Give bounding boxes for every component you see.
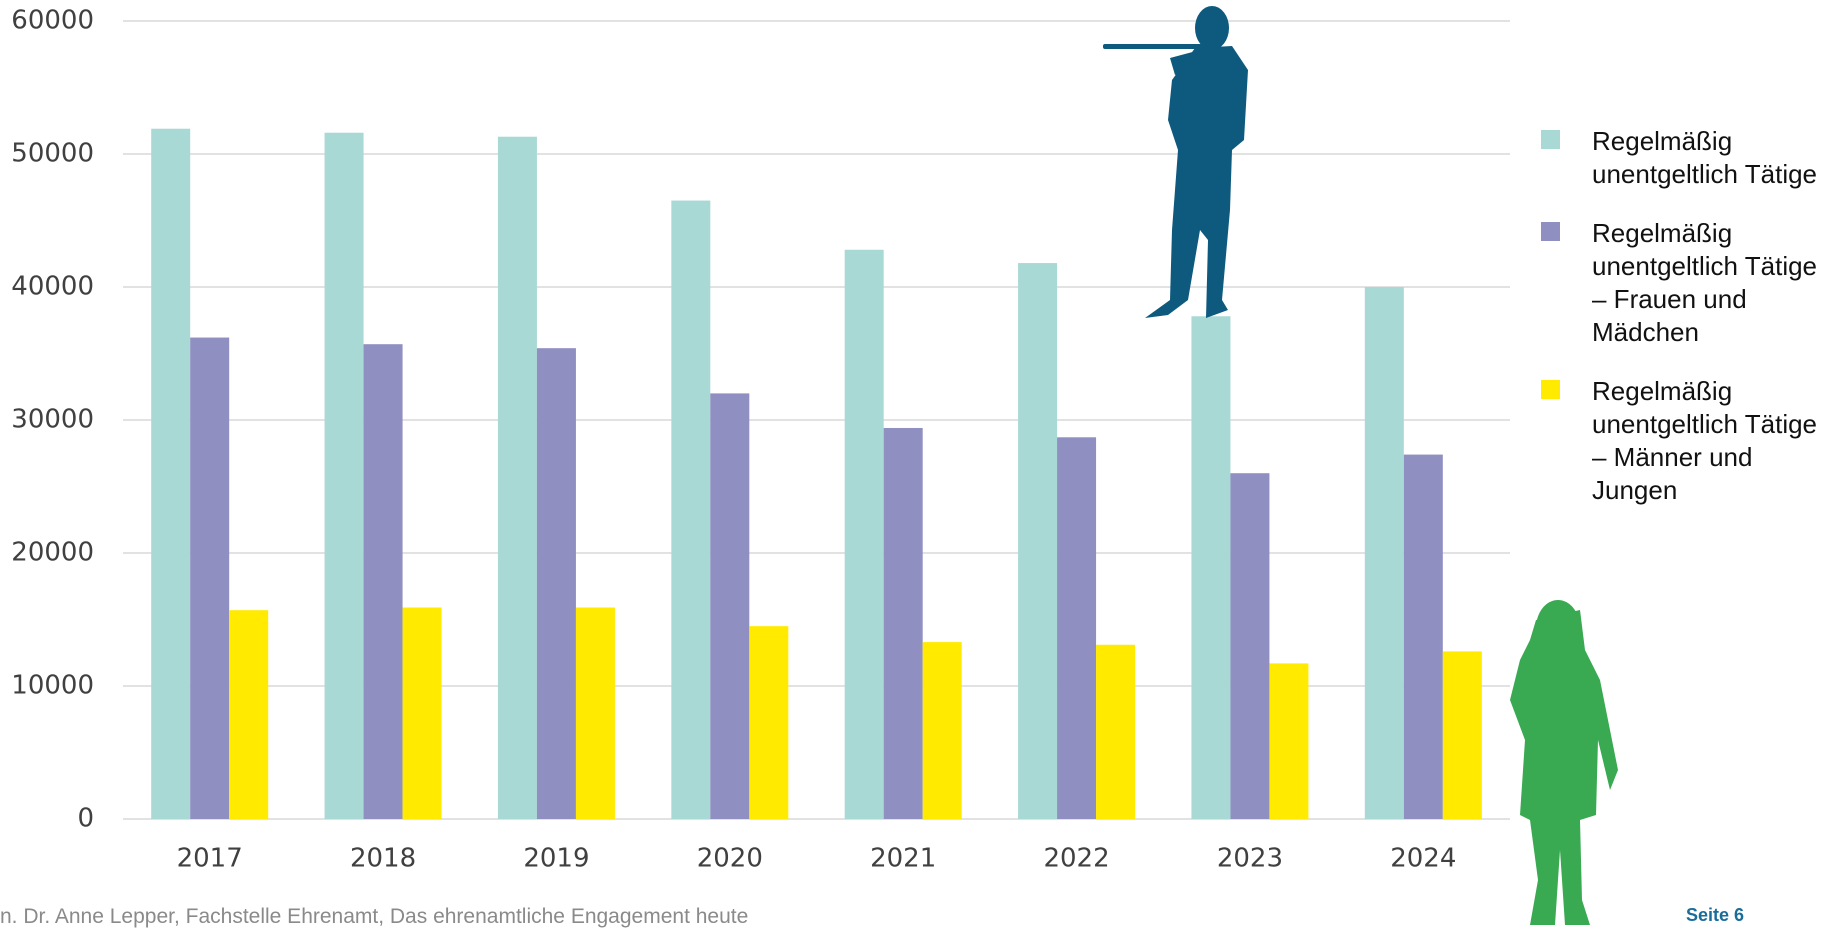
x-tick-label: 2019 — [523, 844, 589, 874]
bar — [190, 338, 229, 819]
x-tick-label: 2023 — [1217, 844, 1283, 874]
legend-swatch — [1541, 130, 1560, 149]
bar — [671, 201, 710, 819]
legend-item: Regelmäßig unentgeltlich Tätige – Frauen… — [1541, 217, 1831, 349]
bar — [749, 626, 788, 819]
bar — [576, 608, 615, 819]
woman-silhouette — [1510, 600, 1618, 925]
plot: 0 10000 20000 30000 40000 50000 60000 2017 2018 2… — [11, 6, 1510, 874]
legend-swatch — [1541, 222, 1560, 241]
y-tick-label: 50000 — [11, 139, 94, 169]
y-tick-label: 40000 — [11, 272, 94, 302]
y-tick-label: 10000 — [11, 671, 94, 701]
bar — [364, 344, 403, 819]
bar — [1018, 263, 1057, 819]
footer-text: n. Dr. Anne Lepper, Fachstelle Ehrenamt,… — [0, 905, 748, 929]
flute-player-silhouette — [1103, 6, 1248, 318]
bar — [884, 428, 923, 819]
bar — [1057, 437, 1096, 819]
bar — [1443, 651, 1482, 819]
x-tick-label: 2020 — [697, 844, 763, 874]
x-tick-label: 2024 — [1390, 844, 1456, 874]
bar — [923, 642, 962, 819]
page-number: Seite 6 — [1686, 905, 1744, 926]
legend-label: Regelmäßig unentgeltlich Tätige — [1592, 125, 1822, 191]
y-tick-label: 20000 — [11, 538, 94, 568]
legend-item: Regelmäßig unentgeltlich Tätige — [1541, 125, 1831, 191]
legend: Regelmäßig unentgeltlich Tätige Regelmäßi… — [1541, 125, 1831, 507]
bar — [537, 348, 576, 819]
bar — [403, 608, 442, 819]
y-tick-label: 0 — [77, 804, 94, 834]
bar — [710, 393, 749, 819]
x-tick-label: 2021 — [870, 844, 936, 874]
legend-swatch — [1541, 380, 1560, 399]
bar — [325, 133, 364, 819]
page: {"chart_data": {"type": "bar", "categori… — [0, 0, 1833, 933]
legend-label: Regelmäßig unentgeltlich Tätige – Frauen… — [1592, 217, 1822, 349]
legend-item: Regelmäßig unentgeltlich Tätige – Männer… — [1541, 375, 1831, 507]
x-tick-label: 2017 — [177, 844, 243, 874]
bar — [1191, 316, 1230, 819]
y-tick-label: 30000 — [11, 405, 94, 435]
bar — [151, 129, 190, 819]
bar — [1404, 455, 1443, 819]
bar — [1230, 473, 1269, 819]
x-tick-label: 2022 — [1043, 844, 1109, 874]
y-tick-label: 60000 — [11, 6, 94, 36]
bar — [229, 610, 268, 819]
x-tick-label: 2018 — [350, 844, 416, 874]
bar — [498, 137, 537, 819]
bar — [1269, 663, 1308, 819]
bar — [845, 250, 884, 819]
bar — [1365, 287, 1404, 819]
legend-label: Regelmäßig unentgeltlich Tätige – Männer… — [1592, 375, 1822, 507]
bar — [1096, 645, 1135, 819]
